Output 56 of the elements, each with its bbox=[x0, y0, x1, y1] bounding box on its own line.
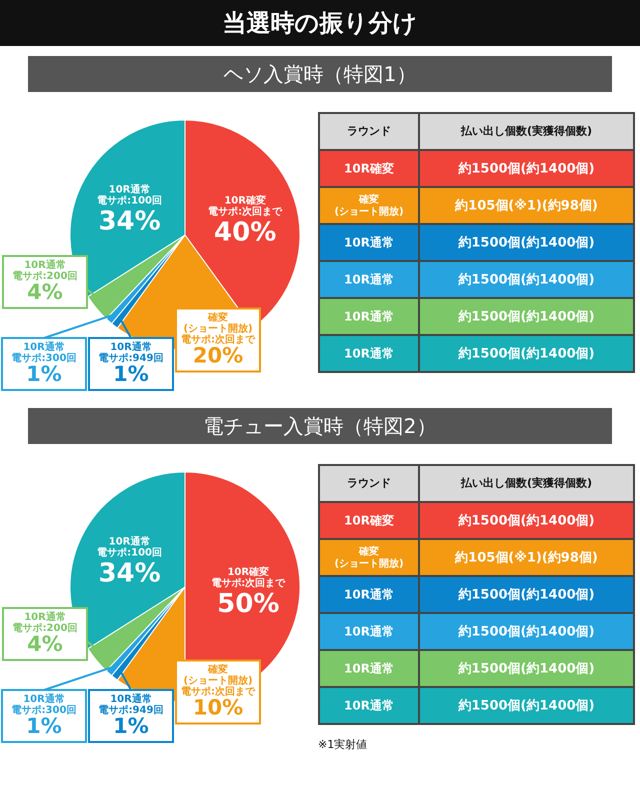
slice-label: 10R通常電サポ:949回 bbox=[98, 341, 164, 364]
text: 約105個(※1)(約98個) bbox=[454, 550, 598, 566]
text: 約105個(※1)(約98個) bbox=[454, 198, 598, 214]
data-label: 40% bbox=[214, 217, 276, 248]
chart-subtitle: ヘソ入賞時（特図1） bbox=[28, 56, 612, 92]
text: 確変(ショート開放) bbox=[334, 546, 404, 570]
data-label: 1% bbox=[26, 362, 62, 386]
slice-label: 10R通常電サポ:949回 bbox=[98, 693, 164, 716]
data-label: 10% bbox=[192, 696, 244, 720]
text: 10R通常 bbox=[344, 698, 394, 712]
slice-label: 10R通常電サポ:100回 bbox=[97, 536, 162, 559]
data-label: 4% bbox=[27, 632, 63, 656]
slice-label: 10R確変電サポ:次回まで bbox=[208, 194, 284, 218]
text: 約1500個(約1400個) bbox=[457, 272, 595, 288]
data-label: 1% bbox=[113, 362, 149, 386]
data-label: 1% bbox=[113, 714, 149, 738]
text: 約1500個(約1400個) bbox=[457, 236, 595, 250]
text: 約1500個(約1400個) bbox=[457, 514, 595, 528]
data-label: 34% bbox=[98, 206, 161, 237]
text: 約1500個(約1400個) bbox=[457, 662, 595, 676]
text: ラウンド bbox=[347, 476, 391, 490]
slice-label: 確変(ショート開放)電サポ:次回まで bbox=[181, 664, 256, 698]
text: ラウンド bbox=[347, 124, 391, 138]
data-label: 4% bbox=[27, 280, 63, 304]
chart-title: 当選時の振り分け bbox=[0, 0, 640, 46]
data-label: 1% bbox=[26, 714, 62, 738]
slice-label: 10R通常電サポ:200回 bbox=[12, 611, 78, 634]
text: 10R通常 bbox=[344, 588, 394, 602]
text: 10R通常 bbox=[344, 272, 394, 286]
slice-label: 10R確変電サポ:次回まで bbox=[211, 566, 286, 589]
text: 約1500個(約1400個) bbox=[457, 310, 595, 324]
text: 確変(ショート開放) bbox=[334, 194, 404, 218]
text: 10R通常 bbox=[344, 236, 394, 250]
text: 払い出し個数(実獲得個数) bbox=[460, 476, 592, 490]
chart-subtitle: 電チュー入賞時（特図2） bbox=[28, 408, 612, 444]
text: 約1500個(約1400個) bbox=[457, 346, 595, 362]
text: 10R通常 bbox=[344, 662, 394, 676]
text: 10R確変 bbox=[344, 514, 394, 528]
text: 10R通常 bbox=[344, 310, 394, 324]
data-label: 50% bbox=[217, 589, 280, 619]
text: 約1500個(約1400個) bbox=[457, 698, 595, 714]
text: 約1500個(約1400個) bbox=[457, 624, 595, 640]
text: 約1500個(約1400個) bbox=[457, 588, 595, 602]
text: 払い出し個数(実獲得個数) bbox=[460, 124, 592, 138]
slice-label: 10R通常電サポ:200回 bbox=[12, 259, 78, 282]
text: ※1実射値 bbox=[318, 738, 368, 751]
text: 10R通常 bbox=[344, 346, 394, 360]
slice-label: 確変(ショート開放)電サポ:次回まで bbox=[181, 312, 256, 346]
slice-label: 10R通常電サポ:300回 bbox=[12, 693, 76, 716]
data-label: 20% bbox=[192, 344, 244, 368]
slice-label: 10R通常電サポ:300回 bbox=[12, 341, 76, 364]
slice-label: 10R通常電サポ:100回 bbox=[97, 184, 162, 207]
text: 10R通常 bbox=[344, 624, 394, 638]
text: 約1500個(約1400個) bbox=[457, 162, 595, 176]
text: 10R確変 bbox=[344, 162, 394, 176]
data-label: 34% bbox=[98, 558, 161, 589]
